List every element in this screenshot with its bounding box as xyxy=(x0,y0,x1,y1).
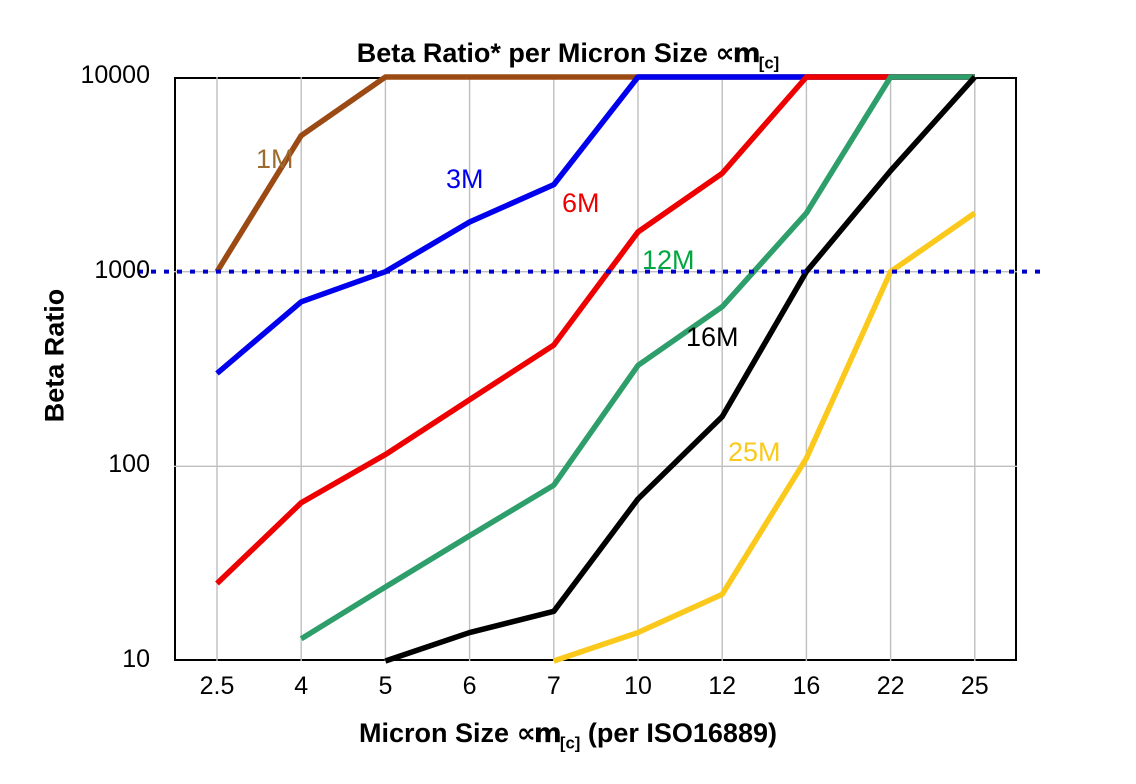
series-label-6m: 6M xyxy=(562,188,600,218)
y-tick-label: 10 xyxy=(122,645,150,673)
x-tick-label: 7 xyxy=(546,672,561,700)
chart-title-symbol: ∝m xyxy=(715,38,760,69)
x-tick-label: 10 xyxy=(624,672,652,700)
x-axis-title-prefix: Micron Size xyxy=(359,718,517,748)
y-axis-title: Beta Ratio xyxy=(39,288,70,423)
x-axis-title-symbol: ∝m xyxy=(516,718,562,749)
chart-title: Beta Ratio* per Micron Size ∝m[c] xyxy=(0,38,1136,73)
x-axis-title-subscript: [c] xyxy=(559,733,581,753)
x-tick-label: 5 xyxy=(378,672,393,700)
series-label-25m: 25M xyxy=(728,437,781,467)
series-label-16m: 16M xyxy=(686,322,739,352)
series-label-12m: 12M xyxy=(642,245,695,275)
x-tick-label: 6 xyxy=(462,672,477,700)
x-axis-title: Micron Size ∝m[c] (per ISO16889) xyxy=(0,718,1136,753)
y-tick-label: 1000 xyxy=(94,255,150,284)
y-tick-label: 10000 xyxy=(80,61,150,89)
x-tick-label: 22 xyxy=(876,672,905,700)
x-tick-label: 4 xyxy=(294,672,309,700)
plot-area xyxy=(174,77,1017,661)
series-label-3m: 3M xyxy=(446,164,484,194)
x-tick-label: 12 xyxy=(708,672,737,700)
series-label-1m: 1M xyxy=(256,144,294,174)
chart-title-subscript: [c] xyxy=(758,53,780,73)
x-tick-label: 2.5 xyxy=(199,672,235,700)
chart-title-main: Beta Ratio* per Micron Size xyxy=(356,38,716,68)
x-tick-label: 16 xyxy=(792,672,821,700)
x-axis-title-suffix: (per ISO16889) xyxy=(580,718,777,748)
x-tick-label: 25 xyxy=(960,672,989,700)
y-tick-label: 100 xyxy=(108,450,150,479)
